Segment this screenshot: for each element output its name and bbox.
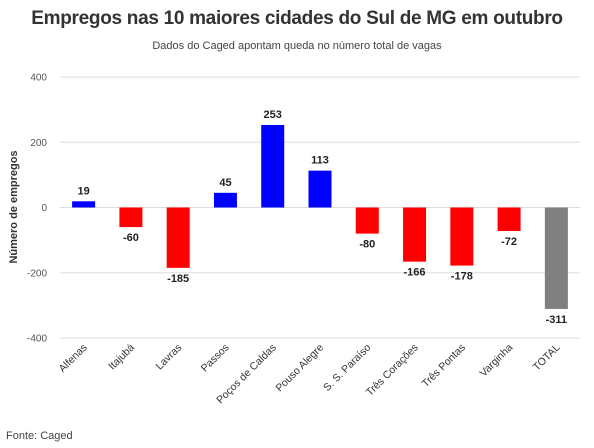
- data-label: -166: [404, 267, 426, 279]
- data-label: 253: [264, 109, 282, 121]
- bar-itajub-: [119, 207, 143, 228]
- data-label: -72: [501, 236, 517, 248]
- data-label: -178: [451, 271, 473, 283]
- data-label: 113: [311, 155, 329, 167]
- bar-total: [544, 207, 568, 309]
- y-tick-label: 400: [30, 73, 47, 84]
- y-axis-label: Número de empregos: [8, 150, 20, 263]
- source-note: Fonte: Caged: [6, 430, 73, 442]
- bar-tr-s-pontas: [450, 207, 474, 266]
- x-tick-label: Passos: [199, 342, 232, 375]
- bar-alfenas: [72, 201, 96, 208]
- y-tick-label: 200: [30, 138, 47, 149]
- data-label: -185: [167, 273, 189, 285]
- bar-po-os-de-caldas: [261, 124, 285, 208]
- x-tick-label: Alfenas: [57, 342, 90, 375]
- y-axis-ticks: 400 200 0 -200 -400: [27, 73, 47, 345]
- y-tick-label: -400: [27, 334, 47, 345]
- chart-title: Empregos nas 10 maiores cidades do Sul d…: [31, 8, 563, 29]
- bar-s-s-para-so: [355, 207, 379, 234]
- data-label: 45: [219, 177, 231, 189]
- bar-passos: [213, 192, 237, 208]
- x-tick-label: S. S. Paraíso: [321, 342, 373, 394]
- data-labels: 19 -60 -185 45 253 113 -80 -166 -178 -72 -311: [78, 109, 568, 326]
- x-tick-label: Pouso Alegre: [273, 342, 326, 395]
- data-label: 19: [78, 185, 90, 197]
- bar-varginha: [497, 207, 521, 231]
- bar-lavras: [166, 207, 190, 268]
- y-tick-label: -200: [27, 268, 47, 279]
- bar-pouso-alegre: [308, 170, 332, 208]
- x-tick-label: TOTAL: [531, 342, 563, 374]
- y-tick-label: 0: [41, 203, 47, 214]
- data-label: -80: [359, 239, 375, 251]
- data-label: -60: [123, 232, 139, 244]
- data-label: -311: [546, 314, 567, 326]
- x-tick-label: Itajubá: [106, 342, 137, 373]
- bar-tr-s-cora-es: [403, 207, 427, 262]
- x-tick-label: Varginha: [478, 342, 516, 380]
- bars: [72, 124, 568, 309]
- x-tick-label: Três Pontas: [420, 342, 468, 390]
- chart-subtitle: Dados do Caged apontam queda no número t…: [152, 40, 442, 52]
- x-tick-label: Lavras: [154, 342, 185, 373]
